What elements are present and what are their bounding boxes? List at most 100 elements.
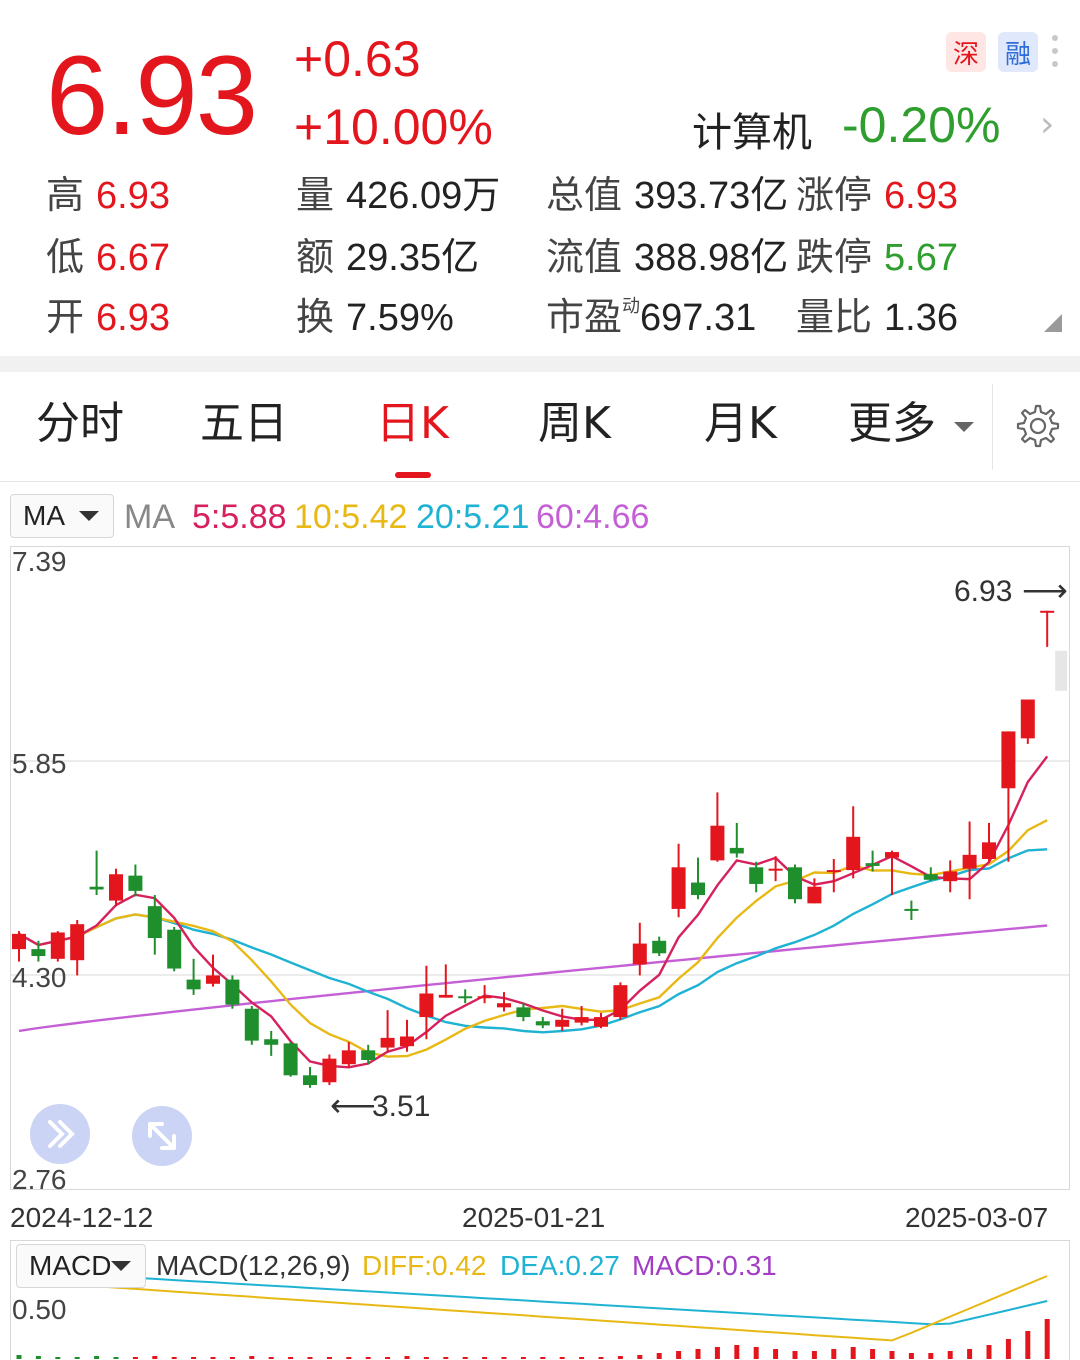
- fast-forward-button[interactable]: [30, 1104, 90, 1164]
- candle-body: [89, 886, 104, 890]
- stat-item: 量比 1.36: [796, 298, 958, 337]
- stat-label: 开: [46, 295, 85, 339]
- macd-bar: [249, 1356, 255, 1359]
- candle-body: [70, 924, 85, 961]
- macd-dea: DEA:0.27: [500, 1250, 620, 1281]
- tab-daily-k[interactable]: 日K: [376, 398, 449, 449]
- macd-bar: [889, 1351, 895, 1359]
- macd-bar: [1005, 1339, 1011, 1359]
- macd-value: MACD:0.31: [632, 1250, 777, 1281]
- indicator-selector-label: MA: [23, 500, 65, 531]
- sector-name[interactable]: 计算机: [692, 110, 812, 156]
- y-axis-top-label: 7.39: [12, 546, 67, 577]
- candle-body: [516, 1007, 531, 1018]
- stat-value: 6.67: [96, 237, 170, 279]
- more-options-icon[interactable]: [1050, 32, 1060, 72]
- candle-body: [12, 933, 26, 950]
- ma-legend-bar: MA MA 5:5.88 10:5.42 20:5.21 60:4.66: [0, 490, 1080, 542]
- price-band-marker: [1055, 650, 1068, 691]
- tab-intraday[interactable]: 分时: [36, 398, 124, 449]
- indicator-selector-main[interactable]: MA: [10, 494, 114, 538]
- macd-title: MACD(12,26,9): [156, 1250, 351, 1281]
- macd-bar: [171, 1357, 177, 1359]
- ma20-value: 20:5.21: [416, 498, 530, 536]
- candle-body: [652, 940, 667, 954]
- price-change: +0.63: [294, 31, 421, 87]
- stat-label: 跌停: [796, 235, 873, 279]
- candle-body: [885, 852, 899, 858]
- stat-value: 29.35亿: [346, 237, 480, 279]
- candle-body: [244, 1008, 259, 1041]
- candle-body: [943, 871, 958, 882]
- macd-bar: [74, 1357, 80, 1359]
- dea-line: [18, 1270, 1048, 1326]
- chevron-down-icon[interactable]: [954, 422, 974, 432]
- expand-stats-icon[interactable]: [1044, 314, 1062, 332]
- candle-body: [31, 949, 46, 957]
- macd-bar: [811, 1351, 817, 1359]
- candle-body: [419, 993, 434, 1018]
- macd-y-top-label: 0.50: [12, 1294, 67, 1325]
- stat-value: 426.09万: [346, 175, 501, 217]
- candle-body: [361, 1050, 376, 1061]
- tab-monthly-k[interactable]: 月K: [704, 398, 777, 449]
- date-label-mid: 2025-01-21: [462, 1202, 606, 1233]
- dropdown-caret-icon: [111, 1261, 131, 1271]
- macd-bar: [559, 1357, 565, 1359]
- kline-svg[interactable]: [11, 547, 1069, 1189]
- macd-bar: [908, 1353, 914, 1359]
- candle-body: [167, 929, 182, 969]
- macd-panel[interactable]: [10, 1240, 1070, 1360]
- min-price-marker: 3.51: [372, 1090, 431, 1123]
- macd-bar: [35, 1356, 41, 1359]
- macd-bar: [210, 1357, 216, 1359]
- macd-bar: [617, 1356, 623, 1359]
- stat-label: 低: [46, 235, 85, 279]
- macd-bar: [346, 1357, 352, 1359]
- stat-label: 流值: [546, 235, 623, 279]
- macd-bar: [579, 1357, 585, 1359]
- macd-bar: [1025, 1331, 1031, 1359]
- active-tab-indicator: [395, 472, 431, 478]
- macd-bar: [947, 1351, 953, 1359]
- sector-change[interactable]: -0.20%: [842, 97, 1001, 153]
- candle-body: [303, 1075, 317, 1086]
- macd-bar: [326, 1357, 332, 1359]
- indicator-selector-sub[interactable]: MACD: [16, 1244, 146, 1288]
- macd-bar: [773, 1349, 779, 1359]
- arrow-left-icon: ⟵: [330, 1087, 376, 1123]
- candle-body: [147, 906, 162, 939]
- candle-body: [1020, 699, 1035, 739]
- tab-more[interactable]: 更多: [848, 398, 936, 449]
- arrow-right-icon: ⟶: [1022, 572, 1068, 608]
- macd-bar: [423, 1357, 429, 1359]
- macd-svg[interactable]: [11, 1241, 1069, 1360]
- macd-bar: [695, 1349, 701, 1359]
- macd-bar: [482, 1357, 488, 1359]
- kline-chart[interactable]: [10, 546, 1070, 1190]
- stat-label: 市盈: [546, 295, 623, 339]
- expand-diagonal-icon: [148, 1122, 176, 1150]
- stat-item: 流值 388.98亿: [546, 238, 788, 277]
- y-axis-mid-label: 5.85: [12, 748, 67, 779]
- stat-item: 量 426.09万: [296, 176, 500, 215]
- fullscreen-button[interactable]: [132, 1106, 192, 1166]
- ma-title: MA: [124, 498, 175, 536]
- candle-body: [283, 1043, 298, 1076]
- stat-label: 涨停: [796, 173, 873, 217]
- macd-bar: [1044, 1319, 1050, 1359]
- tab-five-day[interactable]: 五日: [200, 398, 288, 449]
- tab-weekly-k[interactable]: 周K: [538, 398, 611, 449]
- stat-label: 量: [296, 173, 335, 217]
- macd-bar: [928, 1353, 934, 1359]
- y-axis-bottom-label: 2.76: [12, 1164, 67, 1195]
- stat-item: 额 29.35亿: [296, 238, 479, 277]
- macd-bar: [365, 1357, 371, 1359]
- macd-diff: DIFF:0.42: [362, 1250, 487, 1281]
- candle-body: [128, 875, 143, 891]
- gear-icon[interactable]: [1012, 402, 1060, 450]
- stat-value: 6.93: [96, 297, 170, 339]
- candle-body: [555, 1019, 570, 1027]
- macd-bar: [152, 1356, 158, 1359]
- chevron-right-icon[interactable]: ›: [1040, 104, 1055, 145]
